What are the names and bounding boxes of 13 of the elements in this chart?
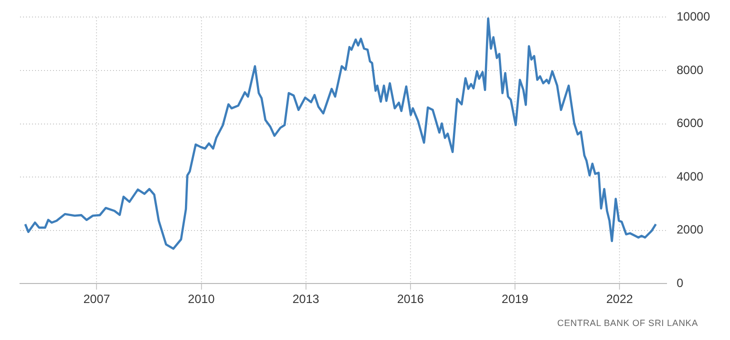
y-tick-label: 2000 <box>676 222 704 237</box>
y-tick-label: 8000 <box>676 62 704 77</box>
x-tick-label: 2019 <box>502 292 529 306</box>
x-tick-label: 2007 <box>83 292 110 306</box>
y-tick-label: 6000 <box>676 116 704 130</box>
x-tick-label: 2022 <box>606 292 634 306</box>
text: CENTRAL BANK OF SRI LANKA <box>557 318 698 328</box>
y-tick-label: 4000 <box>676 169 704 184</box>
y-tick-label: 10000 <box>676 10 710 24</box>
x-tick-label: 2010 <box>188 292 215 306</box>
x-tick-label: 2016 <box>397 292 424 306</box>
y-tick-label: 0 <box>676 276 684 290</box>
x-tick-label: 2013 <box>292 292 320 306</box>
